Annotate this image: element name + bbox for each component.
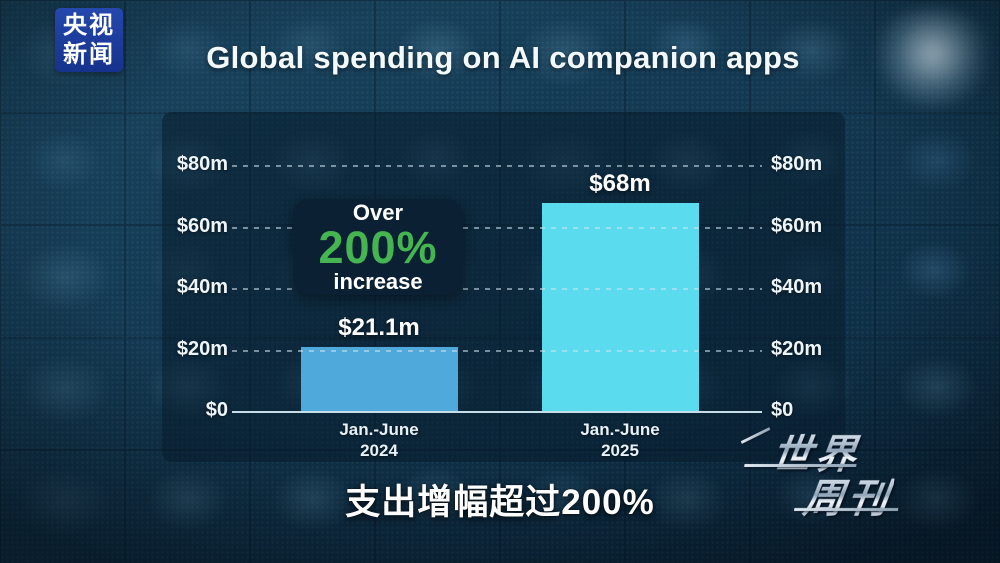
annotation-over-text: Over: [352, 200, 404, 226]
world-weekly-watermark: 世界 周刊: [735, 418, 919, 521]
y-tick-label-left: $40m: [176, 276, 228, 298]
y-tick-label-right: $40m: [771, 276, 823, 298]
y-tick-label-left: $20m: [176, 337, 228, 360]
watermark-underline-2: [793, 508, 899, 511]
x-category-label: Jan.-June 2024: [299, 419, 459, 462]
cctv-logo-line1: 央视: [63, 11, 115, 39]
y-tick-label-right: $60m: [771, 214, 823, 237]
x-category-line: 2025: [601, 441, 639, 461]
gridline: [232, 226, 762, 229]
x-category-label: Jan.-June 2025: [540, 419, 700, 462]
gridline: [232, 349, 762, 352]
subtitle-caption: 支出增幅超过200%: [345, 483, 655, 522]
gridline: [232, 288, 762, 290]
watermark-line2: 周刊: [800, 466, 896, 524]
increase-annotation-badge: Over 200% increase: [293, 199, 463, 295]
y-tick-label-left: $60m: [176, 214, 228, 237]
x-category-line: Jan.-June: [580, 420, 660, 439]
cctv-news-logo: 央视 新闻: [55, 8, 123, 72]
annotation-increase-text: increase: [333, 268, 423, 294]
chart-bar-2025: [541, 202, 699, 412]
y-tick-label-left: $80m: [176, 153, 228, 175]
y-tick-label-right: $0: [771, 399, 794, 421]
x-category-line: 2024: [360, 441, 398, 461]
chart-panel: [162, 112, 845, 462]
chart-title: Global spending on AI companion apps: [206, 40, 800, 75]
y-tick-label-left: $0: [205, 399, 228, 421]
bar-value-label: $68m: [589, 169, 651, 197]
gridline: [232, 165, 762, 167]
x-category-line: Jan.-June: [339, 420, 419, 439]
bar-value-label: $21.1m: [338, 314, 420, 342]
annotation-percvalue: 200%: [318, 221, 438, 273]
y-tick-label-right: $80m: [771, 153, 823, 175]
cctv-logo-line2: 新闻: [63, 40, 115, 68]
x-axis-line: [232, 411, 762, 413]
chart-bar-2024: [300, 347, 458, 412]
y-tick-label-right: $20m: [771, 337, 823, 360]
